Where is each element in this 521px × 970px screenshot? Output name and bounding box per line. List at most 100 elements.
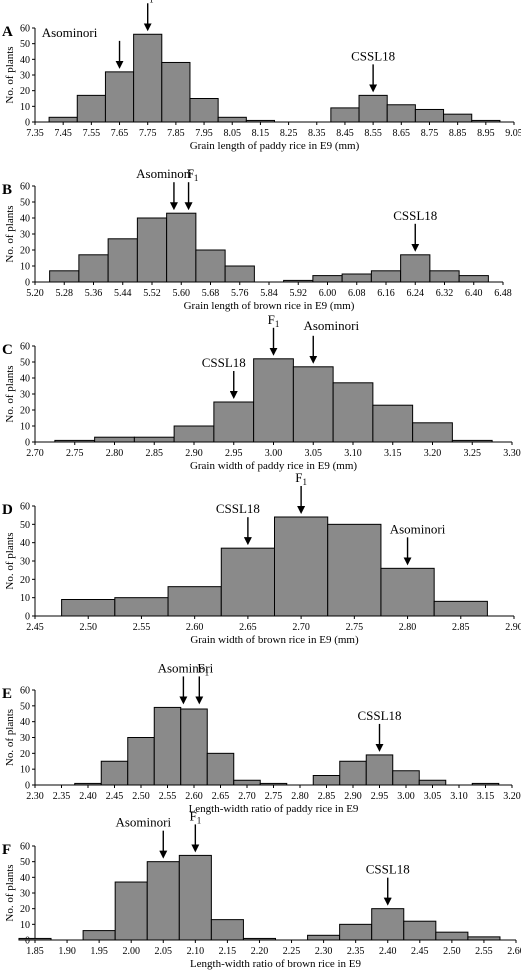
x-tick-label: 2.60 (507, 946, 521, 957)
annotation-text: CSSL18 (351, 48, 395, 63)
x-tick-label: 7.55 (83, 128, 101, 139)
x-tick-label: 2.90 (185, 448, 203, 459)
histogram-bar (146, 861, 180, 941)
panel-label: F (2, 842, 11, 858)
x-tick-label: 5.84 (260, 288, 278, 299)
y-tick-label: 60 (20, 182, 30, 193)
x-tick-label: 8.95 (477, 128, 495, 139)
histogram-bar (433, 600, 488, 617)
x-tick-label: 3.15 (477, 791, 495, 802)
x-tick-label: 3.05 (305, 448, 323, 459)
y-tick-label: 10 (20, 262, 30, 273)
x-tick-label: 1.95 (90, 946, 108, 957)
annotation-text: F (187, 166, 194, 181)
x-tick-label: 2.45 (106, 791, 124, 802)
x-tick-label: 7.65 (111, 128, 129, 139)
histogram-bar (471, 119, 501, 123)
x-tick-label: 8.15 (252, 128, 270, 139)
annotation-text: Asominori (115, 815, 171, 830)
x-tick-label: 3.00 (397, 791, 415, 802)
annotation-label: F1 (189, 808, 201, 825)
x-tick-label: 1.90 (58, 946, 76, 957)
y-tick-label: 60 (20, 686, 30, 697)
x-tick-label: 6.00 (319, 288, 337, 299)
histogram-bar (403, 920, 437, 941)
annotation-text: CSSL18 (366, 862, 410, 877)
x-tick-label: 2.35 (347, 946, 365, 957)
x-tick-label: 2.15 (219, 946, 237, 957)
y-tick-label: 20 (20, 749, 30, 760)
histogram-bar (283, 279, 314, 283)
annotation-text: CSSL18 (357, 708, 401, 723)
x-tick-label: 2.05 (155, 946, 173, 957)
x-tick-label: 6.16 (377, 288, 395, 299)
histogram-bar (312, 275, 343, 283)
panel-a: A 0 10 20 30 40 50 60 No. of plants 7.35 7.45 7.55 7… (2, 0, 521, 152)
x-tick-label: 3.05 (424, 791, 442, 802)
y-tick-label: 20 (20, 86, 30, 97)
annotation-text: Asominori (158, 660, 214, 675)
x-tick-label: 3.20 (424, 448, 442, 459)
x-tick-label: 2.70 (238, 791, 256, 802)
histogram-bar (339, 923, 373, 941)
y-tick-label: 30 (20, 889, 30, 900)
y-axis-label: No. of plants (4, 709, 16, 766)
x-tick-label: 6.40 (465, 288, 483, 299)
x-tick-label: 7.85 (167, 128, 185, 139)
x-tick-label: 8.85 (449, 128, 467, 139)
annotation-label: F1 (197, 660, 209, 677)
annotation-label: CSSL18 (216, 501, 260, 516)
histogram-bar (467, 936, 501, 941)
x-tick-label: 5.76 (231, 288, 249, 299)
histogram-bar (195, 249, 226, 283)
x-axis-label: Length-width ratio of brown rice in E9 (190, 958, 362, 970)
annotation-label: F1 (268, 312, 280, 329)
x-tick-label: 2.45 (26, 622, 44, 633)
histogram-bar (206, 752, 235, 786)
y-axis-label: No. of plants (4, 365, 16, 422)
panel-d: D 0 10 20 30 40 50 60 No. of plants 2.45 2.50 2.55 2… (2, 470, 521, 646)
histogram-bar (100, 760, 129, 786)
y-tick-label: 20 (20, 904, 30, 915)
x-tick-label: 2.35 (53, 791, 71, 802)
x-axis-label: Grain width of paddy rice in E9 (mm) (190, 460, 357, 472)
annotation-text: F (197, 660, 204, 675)
annotation-text: F (295, 470, 302, 485)
x-tick-label: 2.90 (344, 791, 362, 802)
y-tick-label: 40 (20, 538, 30, 549)
x-tick-label: 2.50 (443, 946, 461, 957)
histogram-bar (386, 104, 416, 123)
histogram-bar (114, 881, 148, 941)
histogram-bar (253, 358, 294, 443)
y-tick-label: 30 (20, 557, 30, 568)
panel-f: F 0 10 20 30 40 50 60 No. of plants 1.85 1.90 1.95 2… (2, 808, 521, 970)
x-tick-label: 2.55 (159, 791, 177, 802)
histogram-bar (161, 61, 191, 123)
annotation-text: Asominori (303, 318, 359, 333)
x-tick-label: 2.80 (106, 448, 124, 459)
x-tick-label: 7.45 (54, 128, 72, 139)
y-axis-label: No. of plants (4, 532, 16, 589)
histogram-bar (127, 737, 155, 786)
histogram-bar (429, 270, 460, 283)
histogram-bar (76, 94, 106, 123)
annotation-subscript: 1 (194, 173, 199, 183)
histogram-bar (412, 422, 453, 443)
histogram-bar (372, 404, 414, 443)
histogram-bar (371, 908, 405, 941)
x-axis-label: Length-width ratio of paddy rice in E9 (189, 803, 359, 815)
histogram-bar (18, 937, 52, 941)
y-tick-label: 10 (20, 593, 30, 604)
y-tick-label: 60 (20, 502, 30, 513)
x-tick-label: 2.60 (186, 622, 204, 633)
annotation-text: Asominori (136, 166, 192, 181)
y-tick-label: 0 (25, 438, 30, 449)
y-tick-label: 50 (20, 39, 30, 50)
x-tick-label: 2.75 (346, 622, 364, 633)
x-tick-label: 6.48 (494, 288, 512, 299)
x-tick-label: 2.55 (133, 622, 151, 633)
histogram-bar (107, 238, 138, 283)
histogram-bar (400, 254, 431, 283)
histogram-bar (274, 516, 329, 617)
y-axis-label: No. of plants (4, 205, 16, 262)
